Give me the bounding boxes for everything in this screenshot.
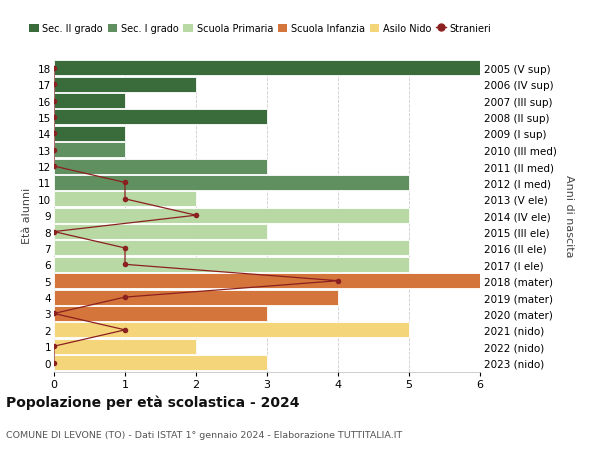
Bar <box>54 306 267 321</box>
Y-axis label: Età alunni: Età alunni <box>22 188 32 244</box>
Bar <box>54 127 125 141</box>
Bar <box>54 78 196 93</box>
Point <box>49 147 59 154</box>
Point <box>49 163 59 170</box>
Point <box>49 114 59 121</box>
Y-axis label: Anni di nascita: Anni di nascita <box>564 174 574 257</box>
Bar <box>54 110 267 125</box>
Point <box>333 277 343 285</box>
Point <box>49 229 59 236</box>
Bar <box>54 61 480 76</box>
Bar <box>54 290 338 305</box>
Bar <box>54 143 125 158</box>
Point <box>191 212 201 219</box>
Point <box>120 294 130 301</box>
Bar <box>54 274 480 289</box>
Point <box>120 179 130 187</box>
Bar <box>54 355 267 370</box>
Legend: Sec. II grado, Sec. I grado, Scuola Primaria, Scuola Infanzia, Asilo Nido, Stran: Sec. II grado, Sec. I grado, Scuola Prim… <box>29 24 491 34</box>
Point <box>49 81 59 89</box>
Point <box>120 261 130 269</box>
Text: Popolazione per età scolastica - 2024: Popolazione per età scolastica - 2024 <box>6 395 299 409</box>
Bar <box>54 208 409 223</box>
Point <box>49 65 59 73</box>
Bar <box>54 241 409 256</box>
Point <box>120 326 130 334</box>
Bar <box>54 323 409 338</box>
Bar <box>54 224 267 240</box>
Point <box>49 359 59 366</box>
Bar <box>54 257 409 272</box>
Point <box>49 130 59 138</box>
Bar <box>54 94 125 109</box>
Bar <box>54 339 196 354</box>
Point <box>49 310 59 318</box>
Text: COMUNE DI LEVONE (TO) - Dati ISTAT 1° gennaio 2024 - Elaborazione TUTTITALIA.IT: COMUNE DI LEVONE (TO) - Dati ISTAT 1° ge… <box>6 430 402 439</box>
Bar <box>54 192 196 207</box>
Bar <box>54 175 409 190</box>
Point <box>120 245 130 252</box>
Point <box>49 98 59 105</box>
Point <box>120 196 130 203</box>
Bar <box>54 159 267 174</box>
Point <box>49 343 59 350</box>
